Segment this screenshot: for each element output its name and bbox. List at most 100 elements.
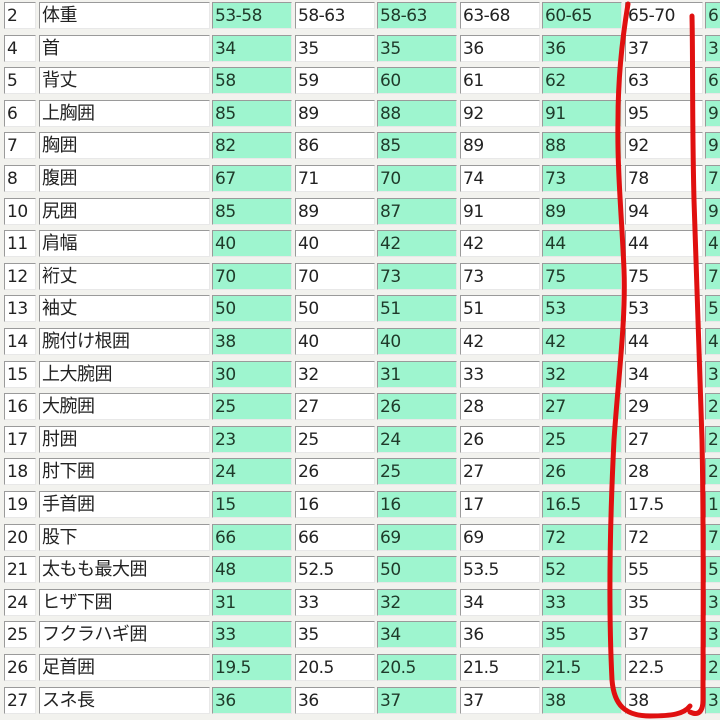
size-value-cell[interactable]: 4	[705, 230, 720, 258]
size-value-cell[interactable]: 89	[295, 99, 375, 127]
size-value-cell[interactable]: 29	[625, 393, 703, 421]
size-value-cell[interactable]: 42	[460, 230, 540, 258]
size-value-cell[interactable]: 2	[705, 425, 720, 453]
size-value-cell[interactable]: 34	[460, 588, 540, 616]
size-value-cell[interactable]: 53-58	[212, 2, 292, 29]
row-number-cell[interactable]: 20	[4, 523, 36, 551]
row-number-cell[interactable]: 27	[4, 686, 36, 714]
size-value-cell[interactable]: 70	[212, 262, 292, 290]
size-value-cell[interactable]: 48	[212, 556, 292, 584]
measurement-name-cell[interactable]: 肩幅	[39, 230, 210, 258]
size-value-cell[interactable]: 6	[705, 2, 720, 29]
size-value-cell[interactable]: 58-63	[377, 2, 457, 29]
size-value-cell[interactable]: 50	[377, 556, 457, 584]
size-value-cell[interactable]: 9	[705, 99, 720, 127]
size-value-cell[interactable]: 38	[542, 686, 622, 714]
measurement-name-cell[interactable]: 上胸囲	[39, 99, 210, 127]
size-value-cell[interactable]: 27	[460, 458, 540, 486]
row-number-cell[interactable]: 8	[4, 165, 36, 192]
size-value-cell[interactable]: 73	[377, 262, 457, 290]
size-value-cell[interactable]: 24	[212, 458, 292, 486]
size-value-cell[interactable]: 27	[542, 393, 622, 421]
size-value-cell[interactable]: 21.5	[542, 654, 622, 681]
row-number-cell[interactable]: 17	[4, 425, 36, 453]
size-value-cell[interactable]: 89	[460, 132, 540, 160]
size-value-cell[interactable]: 40	[212, 230, 292, 258]
size-value-cell[interactable]: 35	[542, 621, 622, 649]
measurement-name-cell[interactable]: 足首囲	[39, 654, 210, 681]
size-value-cell[interactable]: 28	[625, 458, 703, 486]
size-value-cell[interactable]: 33	[460, 360, 540, 388]
size-value-cell[interactable]: 65-70	[625, 2, 703, 29]
size-value-cell[interactable]: 69	[377, 523, 457, 551]
size-value-cell[interactable]: 67	[212, 165, 292, 192]
size-value-cell[interactable]: 91	[460, 197, 540, 225]
size-value-cell[interactable]: 44	[542, 230, 622, 258]
size-value-cell[interactable]: 25	[295, 425, 375, 453]
size-value-cell[interactable]: 35	[625, 588, 703, 616]
size-value-cell[interactable]: 34	[212, 34, 292, 62]
size-value-cell[interactable]: 38	[625, 686, 703, 714]
size-value-cell[interactable]: 7	[705, 165, 720, 192]
size-value-cell[interactable]: 35	[295, 34, 375, 62]
size-value-cell[interactable]: 9	[705, 132, 720, 160]
size-value-cell[interactable]: 72	[625, 523, 703, 551]
size-value-cell[interactable]: 40	[295, 328, 375, 355]
measurement-name-cell[interactable]: 腹囲	[39, 165, 210, 192]
size-value-cell[interactable]: 60	[377, 67, 457, 95]
size-value-cell[interactable]: 26	[460, 425, 540, 453]
size-value-cell[interactable]: 58-63	[295, 2, 375, 29]
size-value-cell[interactable]: 24	[377, 425, 457, 453]
size-value-cell[interactable]: 33	[542, 588, 622, 616]
size-value-cell[interactable]: 75	[542, 262, 622, 290]
size-value-cell[interactable]: 31	[377, 360, 457, 388]
size-value-cell[interactable]: 28	[460, 393, 540, 421]
size-value-cell[interactable]: 52.5	[295, 556, 375, 584]
size-value-cell[interactable]: 73	[542, 165, 622, 192]
size-value-cell[interactable]: 32	[295, 360, 375, 388]
size-value-cell[interactable]: 53	[542, 295, 622, 323]
size-value-cell[interactable]: 23	[212, 425, 292, 453]
measurement-name-cell[interactable]: 肘囲	[39, 425, 210, 453]
row-number-cell[interactable]: 4	[4, 34, 36, 62]
measurement-name-cell[interactable]: 股下	[39, 523, 210, 551]
row-number-cell[interactable]: 21	[4, 556, 36, 584]
size-value-cell[interactable]: 50	[212, 295, 292, 323]
size-value-cell[interactable]: 38	[212, 328, 292, 355]
size-value-cell[interactable]: 5	[705, 295, 720, 323]
size-value-cell[interactable]: 2	[705, 654, 720, 681]
size-value-cell[interactable]: 4	[705, 328, 720, 355]
measurement-name-cell[interactable]: 肘下囲	[39, 458, 210, 486]
size-value-cell[interactable]: 66	[212, 523, 292, 551]
size-value-cell[interactable]: 21.5	[460, 654, 540, 681]
size-value-cell[interactable]: 5	[705, 556, 720, 584]
size-value-cell[interactable]: 52	[542, 556, 622, 584]
measurement-name-cell[interactable]: 大腕囲	[39, 393, 210, 421]
measurement-name-cell[interactable]: 上大腕囲	[39, 360, 210, 388]
size-value-cell[interactable]: 88	[542, 132, 622, 160]
size-value-cell[interactable]: 85	[212, 197, 292, 225]
size-value-cell[interactable]: 42	[377, 230, 457, 258]
size-value-cell[interactable]: 36	[212, 686, 292, 714]
size-value-cell[interactable]: 16	[377, 491, 457, 518]
size-value-cell[interactable]: 25	[212, 393, 292, 421]
measurement-name-cell[interactable]: 腕付け根囲	[39, 328, 210, 355]
size-value-cell[interactable]: 3	[705, 360, 720, 388]
measurement-name-cell[interactable]: フクラハギ囲	[39, 621, 210, 649]
size-value-cell[interactable]: 89	[542, 197, 622, 225]
row-number-cell[interactable]: 19	[4, 491, 36, 518]
size-value-cell[interactable]: 89	[295, 197, 375, 225]
size-value-cell[interactable]: 92	[625, 132, 703, 160]
measurement-name-cell[interactable]: 背丈	[39, 67, 210, 95]
measurement-name-cell[interactable]: 胸囲	[39, 132, 210, 160]
size-value-cell[interactable]: 22.5	[625, 654, 703, 681]
size-value-cell[interactable]: 40	[377, 328, 457, 355]
size-value-cell[interactable]: 51	[460, 295, 540, 323]
measurement-name-cell[interactable]: 袖丈	[39, 295, 210, 323]
size-value-cell[interactable]: 44	[625, 328, 703, 355]
size-value-cell[interactable]: 26	[295, 458, 375, 486]
size-value-cell[interactable]: 94	[625, 197, 703, 225]
size-value-cell[interactable]: 33	[212, 621, 292, 649]
size-value-cell[interactable]: 30	[212, 360, 292, 388]
size-value-cell[interactable]: 16.5	[542, 491, 622, 518]
